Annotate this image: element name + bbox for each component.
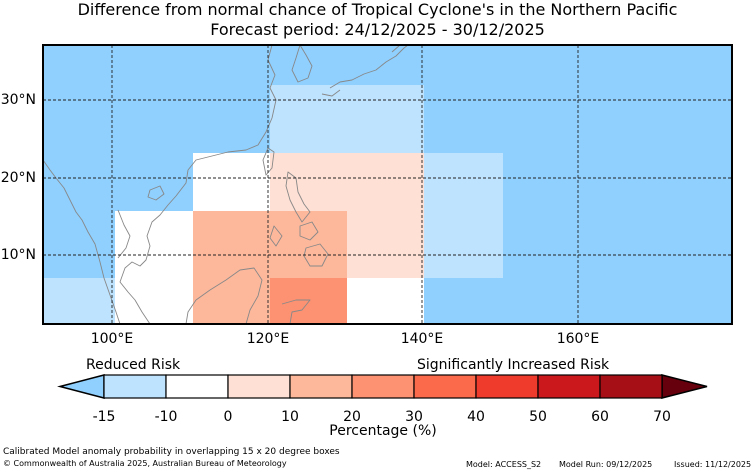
- colorbar-segment: [227, 374, 291, 399]
- forecast-period: Forecast period: 24/12/2025 - 30/12/2025: [210, 20, 545, 39]
- hainan-outline: [147, 185, 165, 201]
- colorbar-ticks: -15 -10 0 10 20 30 40 50 60 70: [93, 409, 671, 425]
- colorbar-tick-label: 30: [405, 409, 423, 425]
- anomaly-box: [270, 153, 424, 211]
- anomaly-box: [347, 211, 424, 278]
- anomaly-box: [43, 278, 115, 324]
- increased-risk-label: Significantly Increased Risk: [417, 357, 610, 373]
- mainland-coastline: [119, 45, 277, 324]
- anomaly-box: [424, 153, 503, 278]
- lon-label: 100°E: [91, 331, 134, 347]
- colorbar-tick-label: 10: [281, 409, 299, 425]
- footer-copyright: © Commonwealth of Australia 2025, Austra…: [3, 459, 287, 468]
- gulf-coastline: [117, 209, 131, 259]
- anomaly-box: [193, 278, 270, 324]
- korea-outline: [291, 45, 313, 83]
- colorbar-tick-label: -10: [155, 409, 178, 425]
- map-title: Difference from normal chance of Tropica…: [77, 0, 678, 19]
- lon-label: 120°E: [247, 331, 290, 347]
- colorbar-segment: [351, 374, 415, 399]
- colorbar-segment: [165, 374, 229, 399]
- sulawesi-outline: [281, 299, 311, 324]
- colorbar-tick-label: 50: [529, 409, 547, 425]
- anomaly-box: [193, 211, 347, 278]
- reduced-risk-label: Reduced Risk: [86, 357, 181, 373]
- colorbar-tick-label: 60: [591, 409, 609, 425]
- taiwan-outline: [262, 147, 275, 176]
- footer-note: Calibrated Model anomaly probability in …: [3, 447, 340, 457]
- colorbar-segment: [413, 374, 477, 399]
- colorbar-segment: [537, 374, 601, 399]
- lon-label: 160°E: [557, 331, 600, 347]
- peninsula-coastline: [43, 159, 121, 324]
- lat-label: 30°N: [1, 92, 36, 108]
- colorbar-arrow-low: [57, 374, 105, 399]
- map-frame: [42, 44, 733, 325]
- graticule: [43, 45, 732, 324]
- colorbar-tick-label: 40: [467, 409, 485, 425]
- colorbar-tick-label: 70: [653, 409, 671, 425]
- footer-model-run: Model Run: 09/12/2025: [559, 460, 653, 469]
- japan-outline: [321, 45, 409, 97]
- lat-label: 20°N: [1, 170, 36, 186]
- colorbar-tick-label: 20: [343, 409, 361, 425]
- colorbar: [57, 374, 708, 399]
- colorbar-segment: [599, 374, 663, 399]
- anomaly-box: [193, 153, 270, 211]
- lon-label: 140°E: [401, 331, 444, 347]
- colorbar-segment: [103, 374, 167, 399]
- borneo-outline: [185, 267, 263, 324]
- philippines-outline: [269, 171, 329, 267]
- colorbar-arrow-high: [661, 374, 708, 399]
- anomaly-box: [347, 278, 424, 324]
- colorbar-segment: [475, 374, 539, 399]
- footer-issued: Issued: 11/12/2025: [674, 460, 752, 469]
- lat-label: 10°N: [1, 247, 36, 263]
- anomaly-box: [270, 278, 347, 324]
- footer-model: Model: ACCESS_S2: [466, 460, 542, 469]
- colorbar-xlabel: Percentage (%): [329, 423, 436, 439]
- anomaly-box: [270, 85, 424, 154]
- colorbar-segment: [289, 374, 353, 399]
- colorbar-tick-label: -15: [93, 409, 116, 425]
- colorbar-tick-label: 0: [224, 409, 233, 425]
- anomaly-box: [115, 211, 193, 324]
